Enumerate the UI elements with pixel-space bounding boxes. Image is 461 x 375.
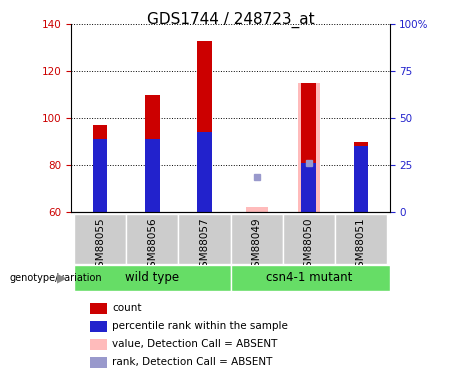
- Bar: [74, 265, 230, 291]
- Bar: [230, 214, 283, 264]
- Text: genotype/variation: genotype/variation: [9, 273, 102, 283]
- Bar: [126, 214, 178, 264]
- Bar: [93, 139, 107, 212]
- Bar: [246, 207, 267, 212]
- Bar: [354, 146, 368, 212]
- Text: value, Detection Call = ABSENT: value, Detection Call = ABSENT: [112, 339, 278, 349]
- Bar: [145, 139, 160, 212]
- Bar: [230, 265, 390, 291]
- Text: GSM88049: GSM88049: [252, 218, 261, 274]
- Text: GSM88050: GSM88050: [304, 218, 314, 274]
- Text: GDS1744 / 248723_at: GDS1744 / 248723_at: [147, 12, 314, 28]
- Bar: [145, 95, 160, 212]
- Bar: [93, 125, 107, 212]
- Text: csn4-1 mutant: csn4-1 mutant: [266, 272, 352, 284]
- Bar: [301, 163, 316, 212]
- Text: ▶: ▶: [57, 272, 67, 284]
- Bar: [301, 83, 316, 212]
- Bar: [283, 214, 335, 264]
- Text: GSM88057: GSM88057: [200, 218, 209, 274]
- Bar: [74, 214, 126, 264]
- Text: GSM88055: GSM88055: [95, 218, 105, 274]
- Text: count: count: [112, 303, 142, 313]
- Text: rank, Detection Call = ABSENT: rank, Detection Call = ABSENT: [112, 357, 272, 367]
- Text: percentile rank within the sample: percentile rank within the sample: [112, 321, 288, 331]
- Text: GSM88051: GSM88051: [356, 218, 366, 274]
- Text: wild type: wild type: [125, 272, 179, 284]
- Bar: [197, 41, 212, 212]
- Bar: [178, 214, 230, 264]
- Bar: [197, 132, 212, 212]
- Text: GSM88056: GSM88056: [147, 218, 157, 274]
- Bar: [335, 214, 387, 264]
- Bar: [298, 83, 319, 212]
- Bar: [354, 142, 368, 212]
